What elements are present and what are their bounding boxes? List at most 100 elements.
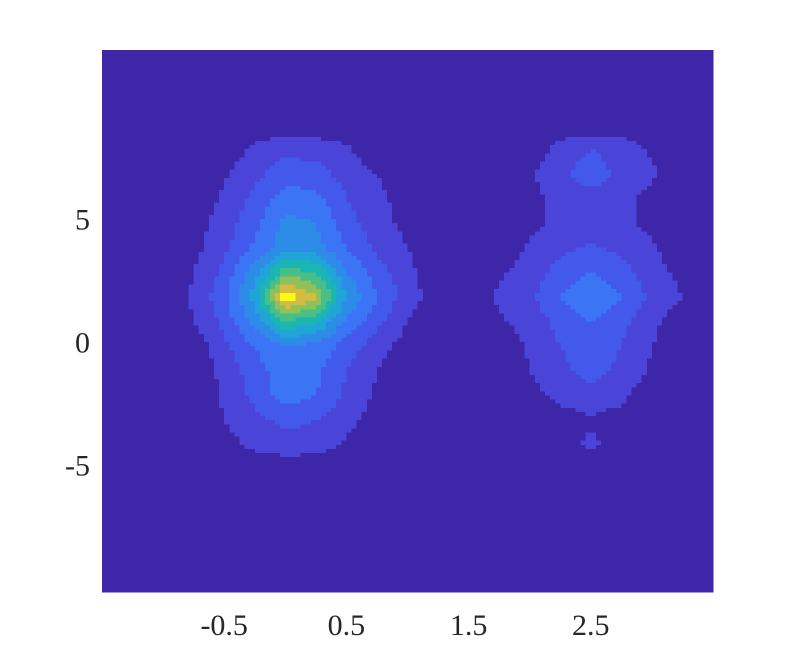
contour-cell: [387, 337, 393, 343]
contour-cell: [580, 382, 587, 388]
contour-cell: [264, 226, 271, 232]
contour-cell: [580, 222, 587, 228]
contour-cell: [193, 399, 200, 404]
contour-cell: [336, 255, 342, 261]
contour-cell: [203, 242, 210, 248]
contour-cell: [499, 275, 505, 281]
contour-cell: [402, 325, 409, 330]
contour-cell: [387, 206, 393, 211]
contour-cell: [387, 353, 393, 359]
contour-cell: [560, 337, 566, 343]
contour-cell: [229, 234, 235, 240]
contour-cell: [504, 362, 510, 367]
contour-cell: [631, 197, 638, 203]
contour-cell: [682, 304, 689, 310]
contour-cell: [270, 201, 276, 207]
contour-cell: [341, 460, 347, 466]
contour-cell: [244, 452, 251, 458]
contour-cell: [621, 292, 628, 297]
contour-cell: [219, 419, 225, 425]
contour-cell: [208, 431, 215, 437]
contour-cell: [524, 325, 531, 330]
contour-cell: [570, 263, 577, 269]
contour-cell: [570, 353, 577, 359]
contour-cell: [198, 366, 205, 371]
contour-cell: [539, 292, 546, 297]
contour-cell: [310, 279, 317, 285]
contour-cell: [341, 366, 347, 371]
contour-cell: [478, 300, 485, 306]
contour-cell: [234, 206, 241, 211]
contour-cell: [392, 386, 398, 392]
contour-cell: [224, 206, 230, 211]
contour-cell: [183, 259, 190, 265]
contour-cell: [351, 403, 358, 408]
contour-cell: [636, 337, 643, 343]
contour-cell: [234, 419, 241, 425]
contour-cell: [519, 362, 526, 367]
contour-cell: [208, 403, 215, 408]
contour-cell: [254, 230, 261, 236]
contour-cell: [249, 226, 256, 232]
contour-cell: [275, 456, 281, 462]
contour-cell: [198, 390, 205, 396]
contour-cell: [239, 366, 246, 371]
contour-cell: [193, 382, 200, 388]
contour-cell: [219, 386, 225, 392]
contour-cell: [565, 296, 572, 302]
contour-cell: [600, 316, 607, 322]
contour-cell: [702, 279, 709, 285]
contour-cell: [392, 238, 398, 244]
contour-cell: [295, 431, 302, 437]
contour-cell: [397, 374, 404, 380]
contour-cell: [203, 431, 210, 437]
contour-cell: [214, 214, 220, 219]
contour-cell: [361, 321, 368, 326]
contour-cell: [407, 308, 414, 314]
contour-cell: [468, 394, 500, 421]
contour-cell: [336, 210, 342, 215]
contour-cell: [239, 357, 246, 363]
contour-cell: [382, 312, 388, 318]
contour-cell: [499, 242, 505, 248]
contour-cell: [331, 255, 337, 261]
contour-cell: [351, 267, 358, 273]
contour-cell: [198, 337, 205, 343]
contour-cell: [646, 230, 653, 236]
contour-cell: [606, 284, 612, 289]
contour-cell: [193, 292, 200, 297]
contour-cell: [315, 378, 322, 384]
contour-cell: [239, 403, 246, 408]
contour-cell: [102, 542, 134, 568]
contour-cell: [285, 353, 291, 359]
contour-cell: [341, 427, 347, 433]
contour-cell: [387, 341, 393, 347]
contour-cell: [331, 325, 337, 330]
contour-cell: [382, 210, 388, 215]
contour-cell: [198, 399, 205, 404]
contour-cell: [427, 292, 434, 297]
contour-cell: [504, 251, 510, 256]
contour-cell: [524, 238, 531, 244]
contour-cell: [534, 399, 541, 404]
contour-cell: [646, 279, 653, 285]
contour-cell: [341, 308, 347, 314]
contour-cell: [280, 234, 286, 240]
contour-cell: [397, 271, 404, 277]
contour-cell: [382, 321, 388, 326]
contour-cell: [600, 427, 607, 433]
contour-cell: [565, 267, 572, 273]
contour-cell: [509, 382, 516, 388]
contour-cell: [539, 341, 546, 347]
contour-cell: [224, 247, 230, 252]
contour-cell: [702, 316, 709, 322]
contour-cell: [575, 386, 582, 392]
contour-cell: [254, 214, 261, 219]
contour-cell: [432, 238, 439, 244]
contour-cell: [264, 399, 271, 404]
contour-cell: [580, 411, 587, 417]
contour-cell: [519, 226, 526, 232]
contour-cell: [239, 259, 246, 265]
contour-cell: [672, 312, 678, 318]
contour-cell: [351, 366, 358, 371]
